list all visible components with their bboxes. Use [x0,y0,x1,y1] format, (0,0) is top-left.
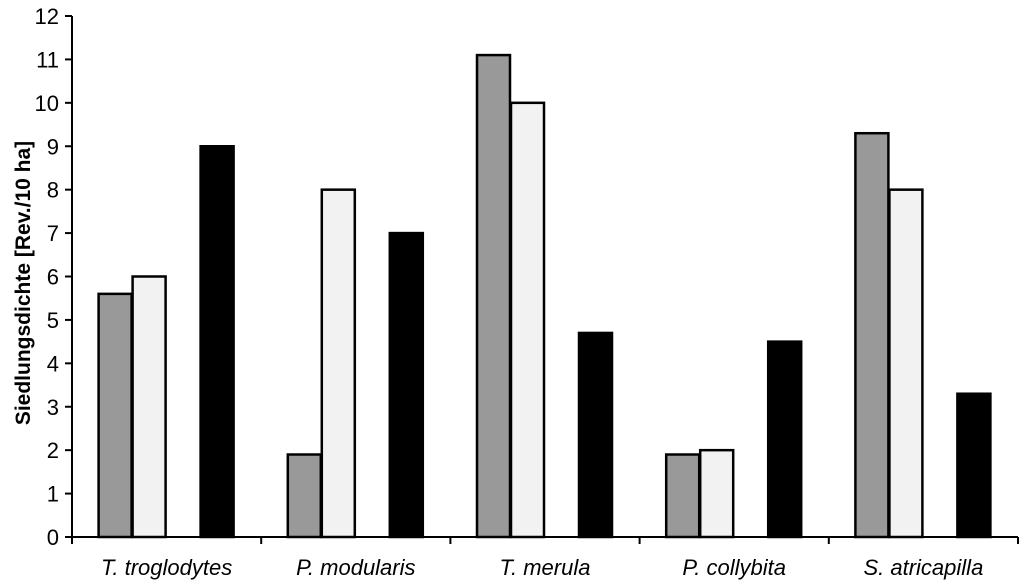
x-category-label: T. troglodytes [101,555,232,580]
x-category-label: P. collybita [682,555,786,580]
y-tick-label: 12 [35,4,59,29]
y-tick-label: 10 [35,91,59,116]
bar [97,292,133,539]
bar [888,188,924,539]
bar [131,275,167,539]
y-tick-label: 8 [47,178,59,203]
bar [320,188,357,539]
bar [664,453,701,539]
bar [388,231,425,539]
bar [509,101,546,539]
y-tick-label: 9 [47,134,59,159]
y-axis-title: Siedlungsdichte [Rev./10 ha] [12,141,35,425]
y-tick-label: 4 [47,351,59,376]
y-tick-label: 0 [47,525,59,550]
x-category-label: P. modularis [296,555,415,580]
bar [475,53,512,539]
category-labels: T. troglodytes P. modularis T. merula P. co… [71,537,1019,580]
bar [766,340,803,539]
y-tick-label: 5 [47,308,59,333]
bars [97,53,992,539]
bar [698,448,735,539]
y-tick-label: 1 [47,482,59,507]
bar [956,392,992,539]
y-tick-label: 11 [36,47,59,72]
x-category-label: T. merula [500,555,591,580]
bar [199,145,235,539]
y-tick-label: 6 [47,265,59,290]
bar [286,453,323,539]
y-tick-label: 3 [47,395,59,420]
bar [854,131,890,539]
x-category-label: S. atricapilla [863,555,983,580]
bar [577,331,614,539]
y-tick-label: 7 [47,221,59,246]
y-tick-label: 2 [47,438,59,463]
